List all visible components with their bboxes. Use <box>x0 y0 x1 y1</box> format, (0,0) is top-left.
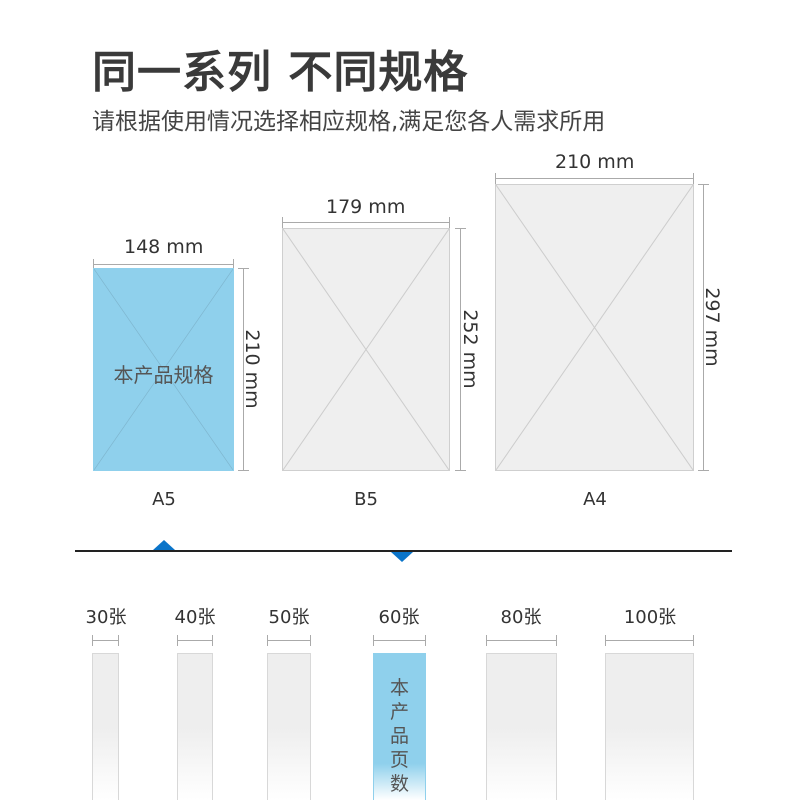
a5-label: A5 <box>152 489 176 510</box>
pages-30-bar[interactable] <box>92 653 119 800</box>
a5-height-label: 210 mm <box>241 329 263 409</box>
cross-lines <box>283 229 449 470</box>
b5-width-dimension <box>282 217 450 228</box>
pages-40-dimension <box>177 635 213 646</box>
pages-60-bar[interactable]: 本 产 品 页 数 <box>373 653 426 800</box>
pages-50-bar[interactable] <box>267 653 311 800</box>
pages-60-label: 60张 <box>378 607 420 628</box>
pages-40-bar[interactable] <box>177 653 213 800</box>
cross-lines <box>94 269 233 470</box>
badge-char: 页 <box>389 749 409 771</box>
pages-80-bar[interactable] <box>486 653 557 800</box>
a4-height-label: 297 mm <box>701 287 723 367</box>
b5-label: B5 <box>354 489 378 510</box>
pages-80-label: 80张 <box>500 607 542 628</box>
pages-100-bar[interactable] <box>605 653 694 800</box>
size-marker-up-icon <box>153 540 175 550</box>
pages-80-dimension <box>486 635 557 646</box>
current-size-badge: 本产品规格 <box>113 363 214 387</box>
current-pages-badge: 本 产 品 页 数 <box>374 676 425 796</box>
a5-width-dimension <box>93 259 234 270</box>
pages-100-label: 100张 <box>623 607 677 628</box>
a4-height-dimension <box>698 184 709 471</box>
pages-30-dimension <box>92 635 119 646</box>
pages-60-dimension <box>373 635 426 646</box>
a4-sheet[interactable] <box>495 184 694 471</box>
a5-width-label: 148 mm <box>124 236 204 258</box>
badge-char: 产 <box>389 701 409 723</box>
a4-width-dimension <box>495 173 694 184</box>
a5-sheet[interactable]: 本产品规格 <box>93 268 234 471</box>
cross-lines <box>496 185 693 470</box>
a4-label: A4 <box>583 489 607 510</box>
badge-char: 本 <box>389 677 409 699</box>
pages-30-label: 30张 <box>85 607 127 628</box>
b5-height-dimension <box>455 228 466 471</box>
a4-width-label: 210 mm <box>555 151 635 173</box>
pages-100-dimension <box>605 635 694 646</box>
page-title: 同一系列 不同规格 <box>92 47 469 98</box>
pages-50-label: 50张 <box>268 607 310 628</box>
page-subtitle: 请根据使用情况选择相应规格,满足您各人需求所用 <box>92 109 606 135</box>
b5-height-label: 252 mm <box>459 309 481 389</box>
badge-char: 品 <box>389 725 409 747</box>
pages-marker-down-icon <box>391 552 413 562</box>
badge-char: 数 <box>389 773 409 795</box>
b5-width-label: 179 mm <box>326 196 406 218</box>
a5-height-dimension <box>238 268 249 471</box>
b5-sheet[interactable] <box>282 228 450 471</box>
pages-50-dimension <box>267 635 311 646</box>
pages-40-label: 40张 <box>174 607 216 628</box>
divider-line <box>75 550 732 552</box>
